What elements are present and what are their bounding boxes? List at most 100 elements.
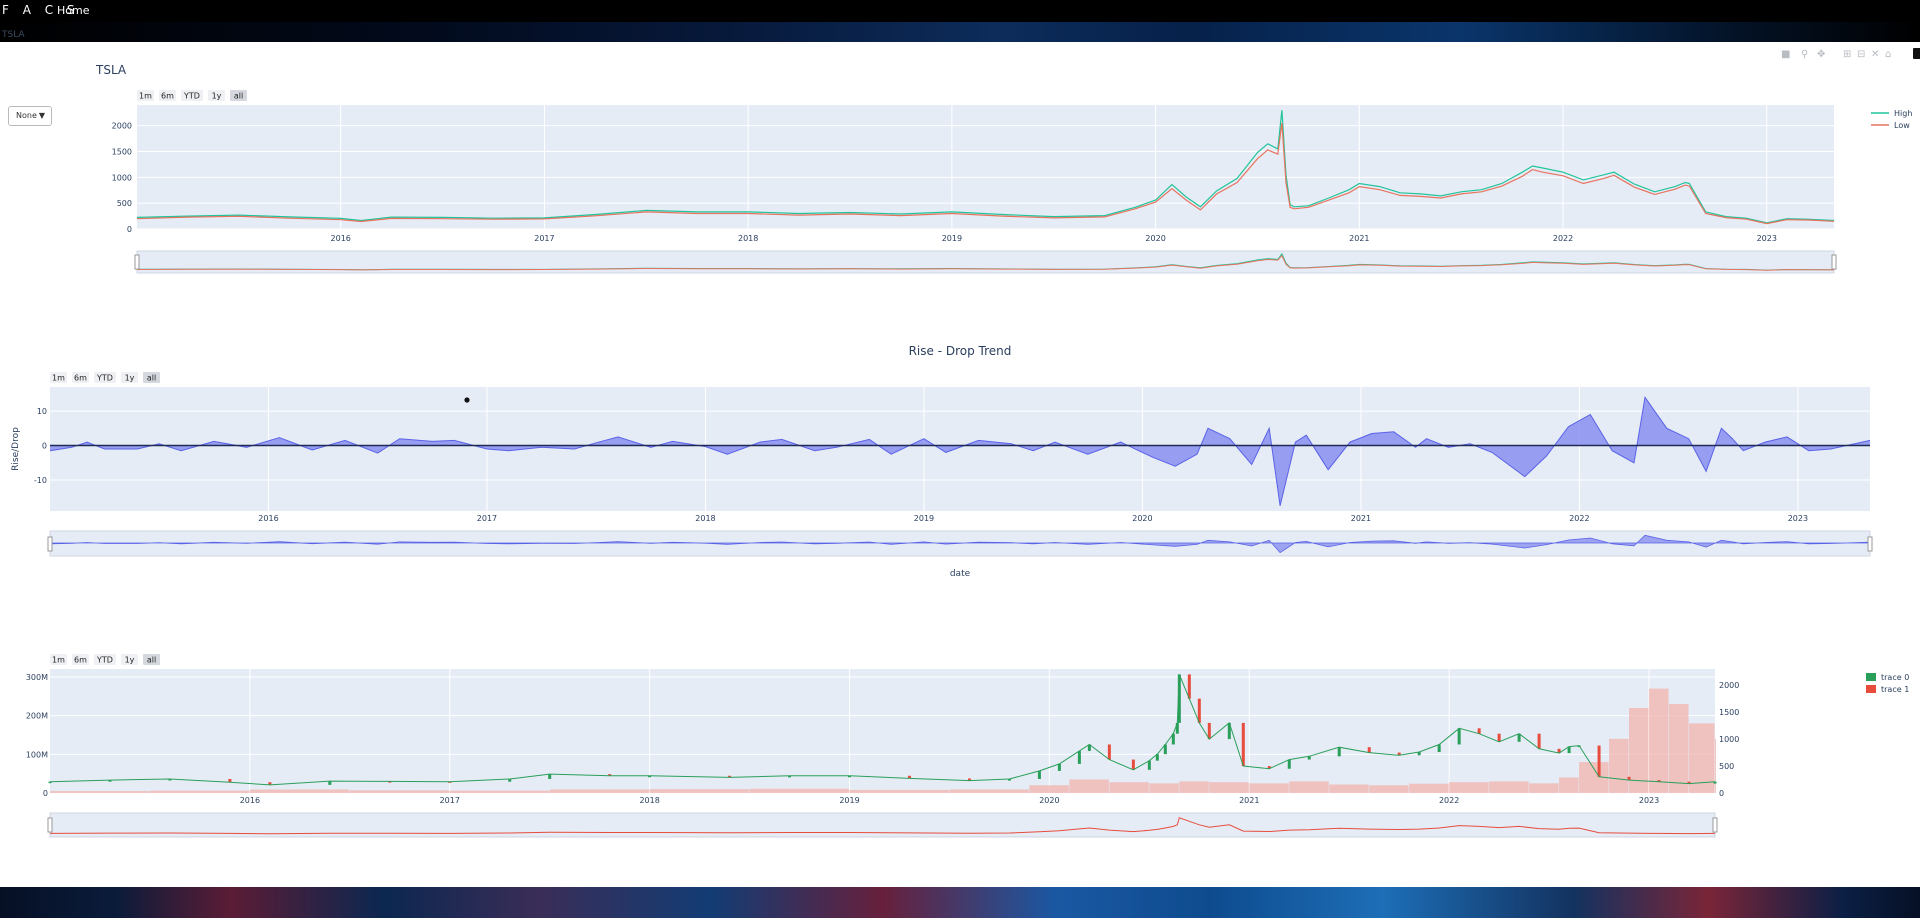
chart3-plot-area[interactable] <box>50 669 1715 793</box>
chart2-ytick: 10 <box>37 407 47 416</box>
chart1-plot-area[interactable] <box>137 105 1834 229</box>
chart3-volume-bar <box>1369 785 1409 793</box>
chart1-range-btn-6m[interactable] <box>159 90 176 101</box>
chart3-volume-bar <box>1715 738 1716 793</box>
chart1-slider-handle-left[interactable] <box>134 254 140 270</box>
chart1-xtick: 2017 <box>534 234 554 243</box>
chart2-range-btn-label: 1y <box>125 374 135 383</box>
chart3-volume-bar <box>349 790 450 793</box>
chart2-range-btn-label: YTD <box>96 374 113 383</box>
zoom-icon[interactable]: ⚲ <box>1801 49 1809 60</box>
chart3-candle <box>1517 733 1521 742</box>
chart3-candle <box>1597 745 1601 777</box>
chart3-candle <box>1077 750 1081 764</box>
chart1-range-btn-1m[interactable] <box>137 90 154 101</box>
chart2-range-btn-1y[interactable] <box>121 372 138 383</box>
chart3-volume-bar <box>1649 688 1669 793</box>
camera-icon[interactable]: ■ <box>1781 49 1791 60</box>
chart3-range-btn-6m[interactable] <box>72 654 89 665</box>
chart3-slider-handle-left[interactable] <box>47 817 53 833</box>
chart2-range-btn-ytd[interactable] <box>94 372 116 383</box>
chart3-volume-bar <box>1069 779 1109 793</box>
chart3-candle <box>1037 770 1041 779</box>
chart3-legend-trace0-label: trace 0 <box>1881 673 1909 682</box>
chart2-slider-handle-right[interactable] <box>1867 536 1873 552</box>
chart2-range-btn-all[interactable] <box>143 372 160 383</box>
chart3-candle <box>1187 674 1191 699</box>
chart3-range-btn-label: 1y <box>125 656 135 665</box>
chart3-ytick-right: 0 <box>1719 789 1724 798</box>
chart3-range-btn-label: 6m <box>74 656 87 665</box>
chart2-slider-handle-left[interactable] <box>47 536 53 552</box>
dropdown-selected: None <box>16 111 37 120</box>
chart3-range-btn-label: YTD <box>96 656 113 665</box>
chart3-candle <box>1713 781 1717 784</box>
chart3-ytick-left: 300M <box>26 673 48 682</box>
chart3-candle <box>48 781 52 784</box>
chart2-range-btn-6m[interactable] <box>72 372 89 383</box>
chart3-volume-bar <box>1689 723 1715 793</box>
indicator-dropdown[interactable]: None ▼ <box>8 106 52 126</box>
chart3-candle <box>1163 744 1167 755</box>
home-link[interactable]: Home <box>57 4 90 17</box>
chart1-title: TSLA <box>95 63 127 77</box>
chart3-candle <box>1227 722 1231 740</box>
chart2-plot-area[interactable] <box>50 387 1870 511</box>
chart1-range-btn-1y[interactable] <box>208 90 225 101</box>
pan-icon[interactable]: ✥ <box>1817 49 1826 60</box>
chart1-range-btn-all[interactable] <box>230 90 247 101</box>
chart2-range-btn-label: all <box>147 374 156 383</box>
chart3-candle <box>1057 763 1061 771</box>
chart3-range-btn-label: all <box>147 656 156 665</box>
navbar: F A C S Home <box>0 0 1920 22</box>
brand-logo[interactable]: F A C S <box>2 3 80 17</box>
chart3-volume-bar <box>649 789 750 793</box>
chart3-candle <box>1437 744 1441 753</box>
reset-axes-icon[interactable]: ⌂ <box>1885 49 1892 60</box>
chart1-range-btn-ytd[interactable] <box>181 90 203 101</box>
chart3-ytick-right: 1000 <box>1719 735 1739 744</box>
chart3-volume-bar <box>449 790 550 793</box>
chart3-candle <box>228 778 232 783</box>
autoscale-icon[interactable]: ✕ <box>1871 49 1880 60</box>
chart1-ytick: 1500 <box>112 148 132 157</box>
chart3-xtick: 2020 <box>1039 796 1059 805</box>
chart1-legend-low-label: Low <box>1894 121 1910 130</box>
chart3-legend-trace1-swatch <box>1866 685 1876 693</box>
chart3-price-line <box>49 674 1716 786</box>
chart3-candle <box>1657 780 1661 782</box>
chart3-volume-bar <box>1109 782 1149 793</box>
chart3-volume-bar <box>1529 783 1559 793</box>
chart1-slider-low <box>136 254 1835 271</box>
chart3-range-btn-1y[interactable] <box>121 654 138 665</box>
plotly-logo-icon[interactable] <box>1913 48 1920 59</box>
chart3-volume-bar <box>50 791 150 793</box>
chart3-slider-handle-right[interactable] <box>1712 817 1718 833</box>
chart3-volume-bar <box>1179 781 1209 793</box>
zoom-in-icon[interactable]: ⊞ <box>1843 49 1852 60</box>
chart3-volume-bar <box>1149 783 1179 793</box>
chart1-slider-handle-right[interactable] <box>1831 254 1837 270</box>
chart2-range-btn-1m[interactable] <box>50 372 67 383</box>
chart3-candle <box>1087 744 1091 751</box>
chart1-xtick: 2018 <box>738 234 758 243</box>
chart3-volume-bar <box>1209 782 1249 793</box>
chart1-ytick: 0 <box>127 225 132 234</box>
chart2-ytick: 0 <box>42 442 47 451</box>
chart3-range-btn-1m[interactable] <box>50 654 67 665</box>
chart3-candle <box>548 774 552 779</box>
chart2-xtick: 2023 <box>1788 514 1808 523</box>
chart3-candle <box>1397 752 1401 756</box>
chart3-candle <box>1627 776 1631 781</box>
chart3-range-btn-all[interactable] <box>143 654 160 665</box>
chart3-range-btn-ytd[interactable] <box>94 654 116 665</box>
chart3-volume-bar <box>1559 777 1579 793</box>
chart3-legend-trace1-label: trace 1 <box>1881 685 1909 694</box>
chart3-candle <box>1007 778 1011 781</box>
chart2-ytick: -10 <box>34 476 47 485</box>
chart3-candle <box>907 775 911 779</box>
chart3-candle <box>848 775 852 778</box>
zoom-out-icon[interactable]: ⊟ <box>1857 49 1866 60</box>
chart1-ytick: 500 <box>117 199 132 208</box>
chart3-volume-bar <box>1669 704 1689 793</box>
